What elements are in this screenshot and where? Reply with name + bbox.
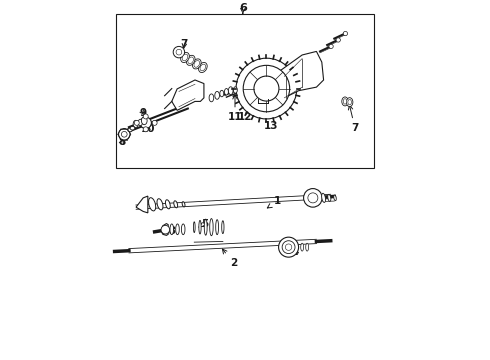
Circle shape [329, 44, 333, 49]
Circle shape [122, 131, 127, 137]
Circle shape [134, 120, 139, 125]
Text: 7: 7 [348, 105, 359, 133]
Circle shape [279, 237, 298, 257]
Ellipse shape [216, 220, 219, 235]
Polygon shape [277, 51, 323, 102]
Ellipse shape [148, 198, 156, 211]
Ellipse shape [215, 91, 220, 99]
Ellipse shape [188, 57, 194, 64]
Circle shape [285, 244, 292, 250]
Ellipse shape [193, 59, 201, 69]
Ellipse shape [182, 54, 188, 61]
Circle shape [176, 49, 182, 55]
Ellipse shape [200, 64, 206, 71]
Ellipse shape [142, 117, 147, 125]
Text: 4: 4 [292, 247, 299, 257]
Text: 6: 6 [239, 3, 247, 13]
Ellipse shape [198, 62, 207, 72]
Circle shape [308, 193, 318, 203]
Ellipse shape [346, 98, 353, 107]
Polygon shape [161, 224, 168, 235]
Circle shape [143, 127, 148, 132]
Ellipse shape [224, 89, 228, 95]
Ellipse shape [157, 199, 163, 210]
Ellipse shape [176, 224, 179, 235]
Ellipse shape [166, 200, 170, 209]
Circle shape [343, 31, 347, 36]
Ellipse shape [306, 243, 309, 251]
Ellipse shape [133, 120, 138, 127]
Ellipse shape [199, 220, 201, 234]
Circle shape [143, 114, 148, 119]
Text: 2: 2 [222, 249, 237, 268]
Ellipse shape [209, 94, 214, 102]
Text: 12: 12 [238, 94, 252, 122]
Ellipse shape [194, 222, 195, 233]
Circle shape [254, 76, 279, 101]
Ellipse shape [220, 90, 224, 97]
Ellipse shape [181, 53, 189, 63]
Ellipse shape [170, 224, 173, 235]
Ellipse shape [334, 195, 336, 201]
Ellipse shape [186, 55, 195, 66]
Ellipse shape [233, 87, 237, 93]
Text: 5: 5 [198, 219, 209, 229]
Ellipse shape [138, 119, 143, 126]
Ellipse shape [194, 60, 199, 67]
Ellipse shape [128, 128, 132, 132]
Text: 1: 1 [268, 197, 281, 208]
Circle shape [161, 225, 170, 234]
Polygon shape [172, 80, 204, 111]
Circle shape [173, 46, 185, 58]
Polygon shape [136, 196, 148, 213]
Text: 13: 13 [264, 107, 278, 131]
Ellipse shape [210, 219, 213, 236]
Circle shape [304, 189, 322, 207]
Text: 7: 7 [181, 39, 188, 49]
Circle shape [119, 129, 130, 140]
Circle shape [243, 66, 290, 112]
Ellipse shape [174, 201, 177, 208]
Ellipse shape [343, 99, 347, 104]
Ellipse shape [181, 224, 185, 235]
Ellipse shape [321, 193, 325, 202]
Ellipse shape [130, 126, 135, 130]
Ellipse shape [348, 99, 351, 105]
Ellipse shape [221, 221, 224, 234]
Ellipse shape [328, 194, 331, 201]
Text: 10: 10 [141, 124, 155, 134]
Ellipse shape [228, 87, 233, 95]
Circle shape [152, 120, 157, 125]
Ellipse shape [204, 219, 207, 235]
Circle shape [336, 38, 341, 42]
Bar [117, 14, 373, 167]
Text: 9: 9 [140, 108, 147, 118]
Circle shape [282, 241, 295, 253]
Ellipse shape [301, 243, 304, 251]
Circle shape [236, 58, 297, 119]
Text: 11: 11 [228, 95, 242, 122]
Ellipse shape [342, 97, 348, 106]
Text: 3: 3 [166, 226, 176, 236]
Circle shape [140, 117, 151, 129]
Text: 8: 8 [118, 138, 125, 148]
Ellipse shape [182, 202, 185, 207]
